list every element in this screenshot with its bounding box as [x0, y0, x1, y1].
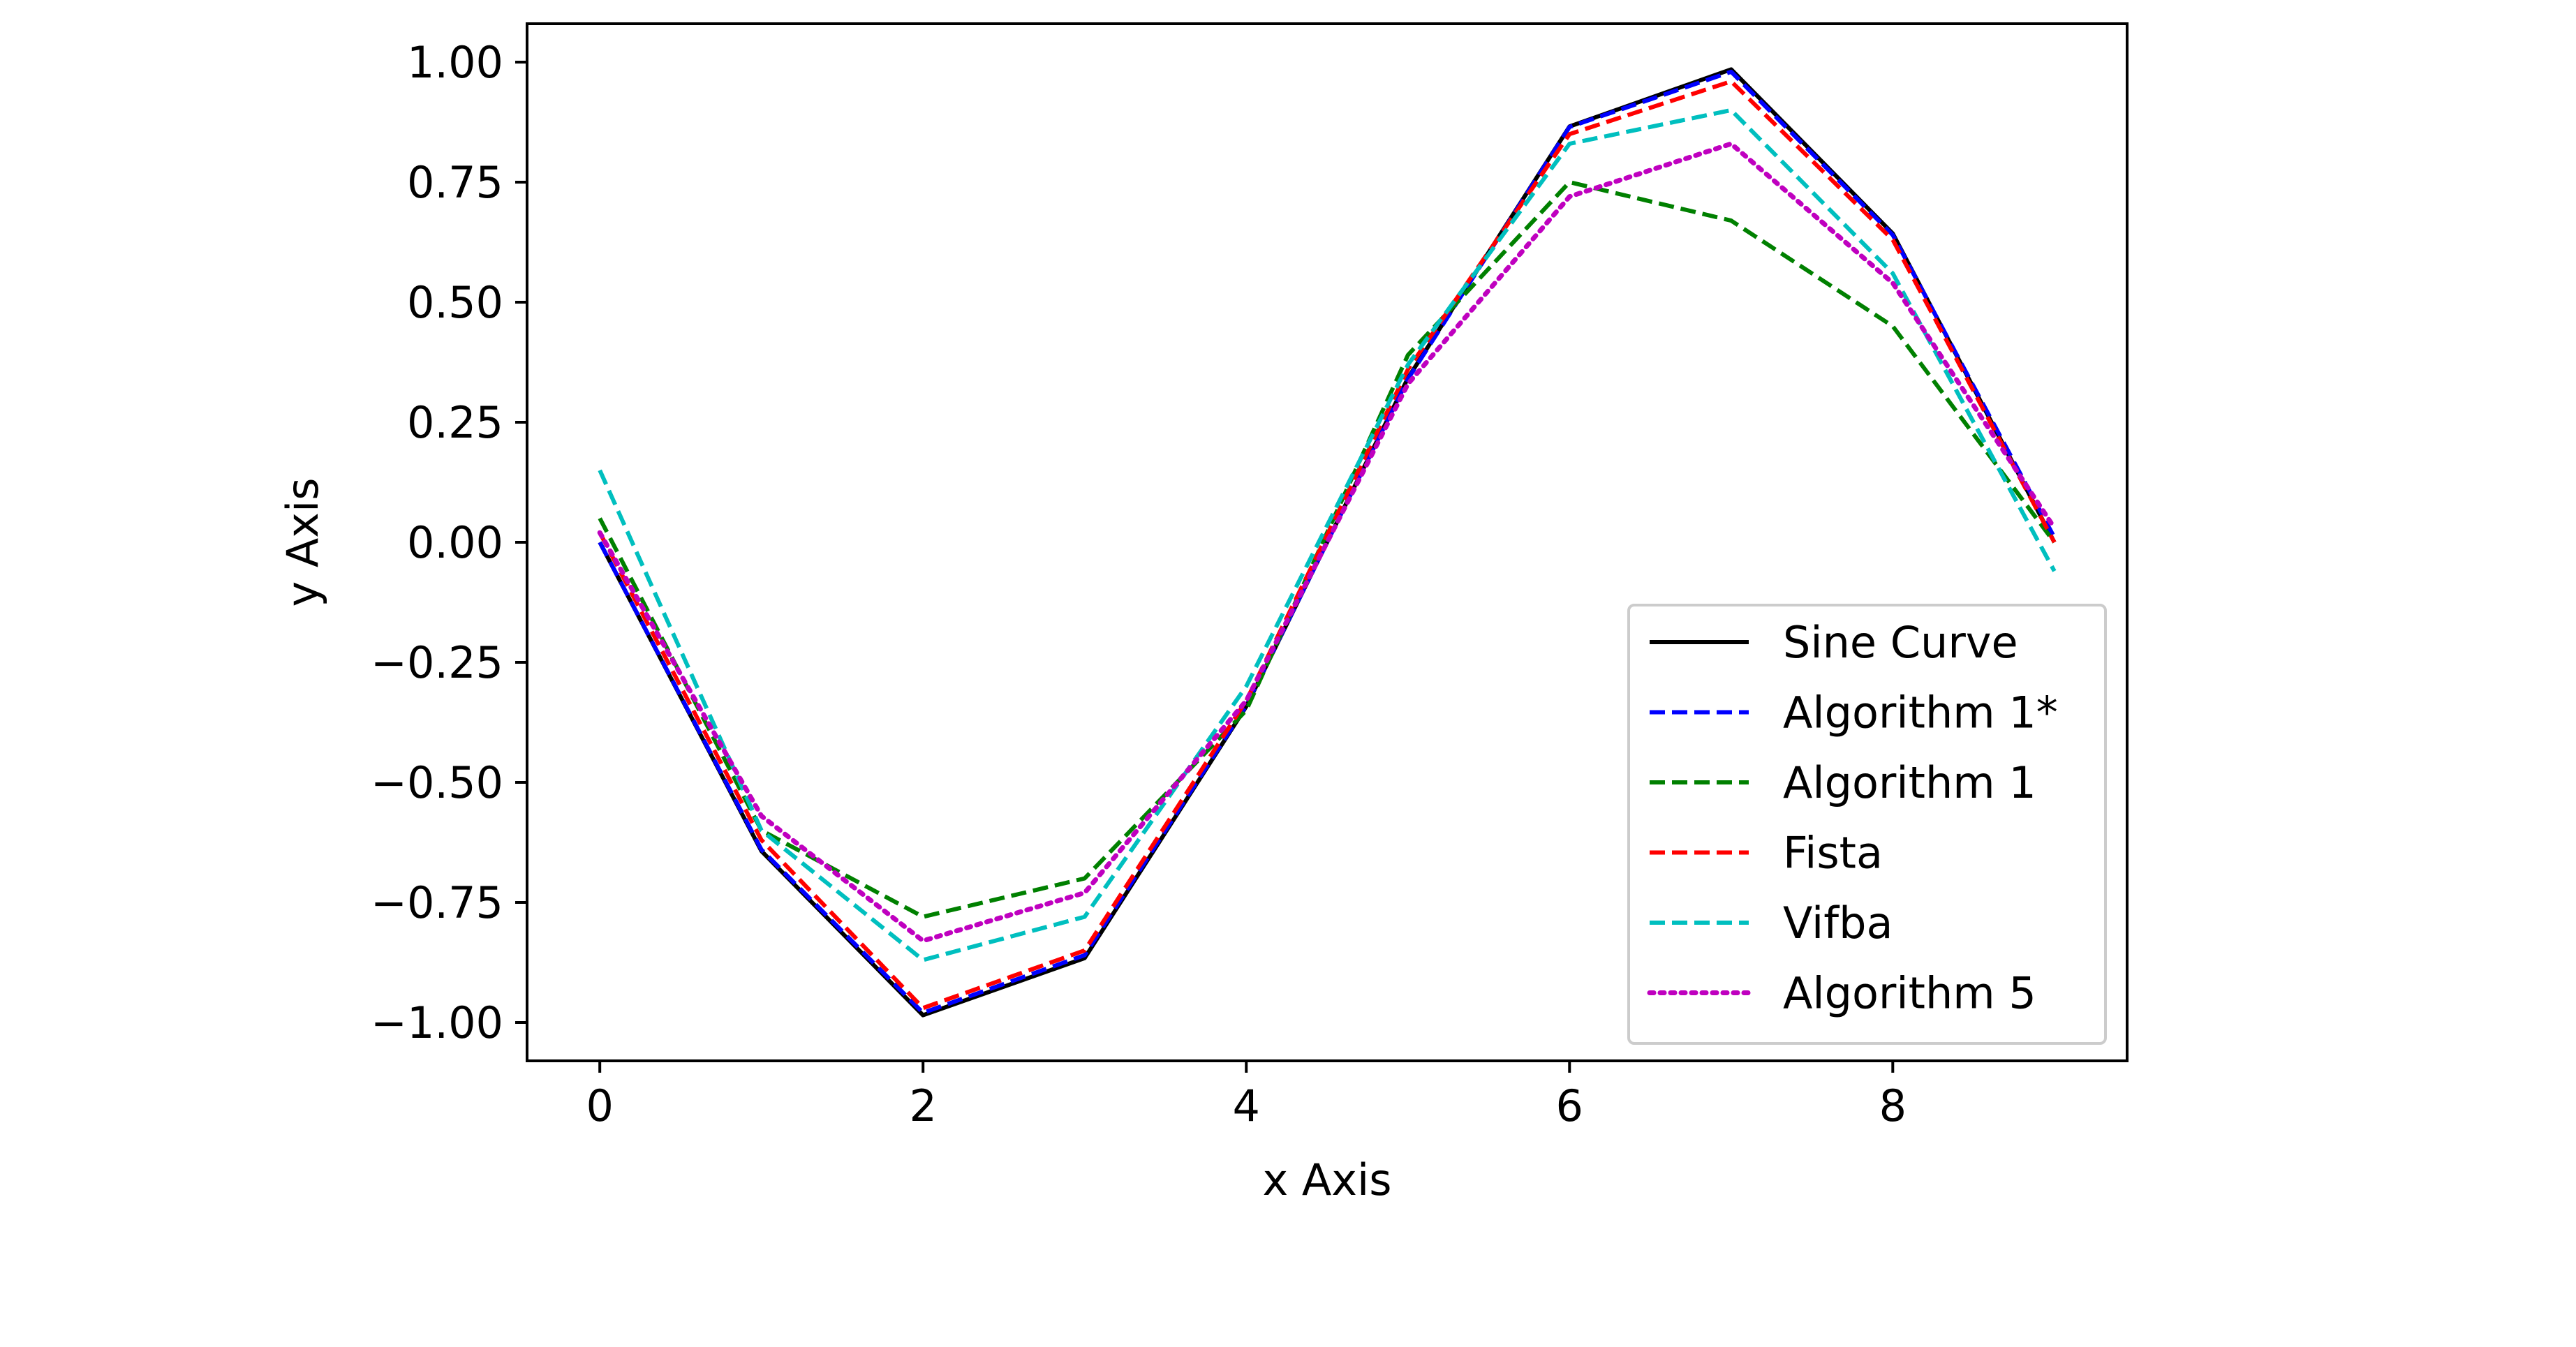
- y-tick-label: −1.00: [371, 997, 503, 1048]
- series-line-2: [598, 69, 2057, 1015]
- y-tick-label: 0.00: [407, 517, 503, 568]
- x-tick-label: 6: [1556, 1080, 1583, 1131]
- x-tick-label: 0: [586, 1080, 613, 1131]
- series-line-5: [598, 107, 2057, 962]
- x-tick-label: 8: [1879, 1080, 1907, 1131]
- series-line-6: [597, 141, 2057, 944]
- x-tick-label: 2: [909, 1080, 936, 1131]
- y-axis-label: y Axis: [277, 477, 328, 606]
- legend-label: Vifba: [1783, 898, 1893, 948]
- x-tick-label: 4: [1233, 1080, 1260, 1131]
- y-tick-label: 0.75: [407, 157, 503, 208]
- legend-box: [1627, 604, 2107, 1045]
- x-axis-label: x Axis: [1262, 1154, 1391, 1205]
- series-layer: [597, 67, 2057, 1018]
- legend-label: Algorithm 5: [1783, 968, 2036, 1019]
- legend-label: Algorithm 1: [1783, 757, 2036, 808]
- legend-label: Algorithm 1*: [1783, 687, 2058, 738]
- y-tick-label: 0.25: [407, 397, 503, 448]
- y-axis-ticks: 1.00 0.75 0.50 0.25 0.00 −0.25 −0.50 −0.75 −1.00: [371, 37, 527, 1048]
- y-tick-label: 1.00: [407, 37, 503, 88]
- x-axis-ticks: 0 2 4 6 8: [586, 1061, 1907, 1131]
- series-line-4: [598, 79, 2057, 1011]
- legend-label: Fista: [1783, 828, 1883, 879]
- legend: Sine Curve Algorithm 1* Algorithm 1 Fista Vi…: [1627, 604, 2107, 1045]
- y-tick-label: −0.50: [371, 757, 503, 808]
- y-tick-label: −0.25: [371, 637, 503, 688]
- legend-label: Sine Curve: [1783, 617, 2018, 668]
- y-tick-label: 0.50: [407, 277, 503, 328]
- y-tick-label: −0.75: [371, 877, 503, 928]
